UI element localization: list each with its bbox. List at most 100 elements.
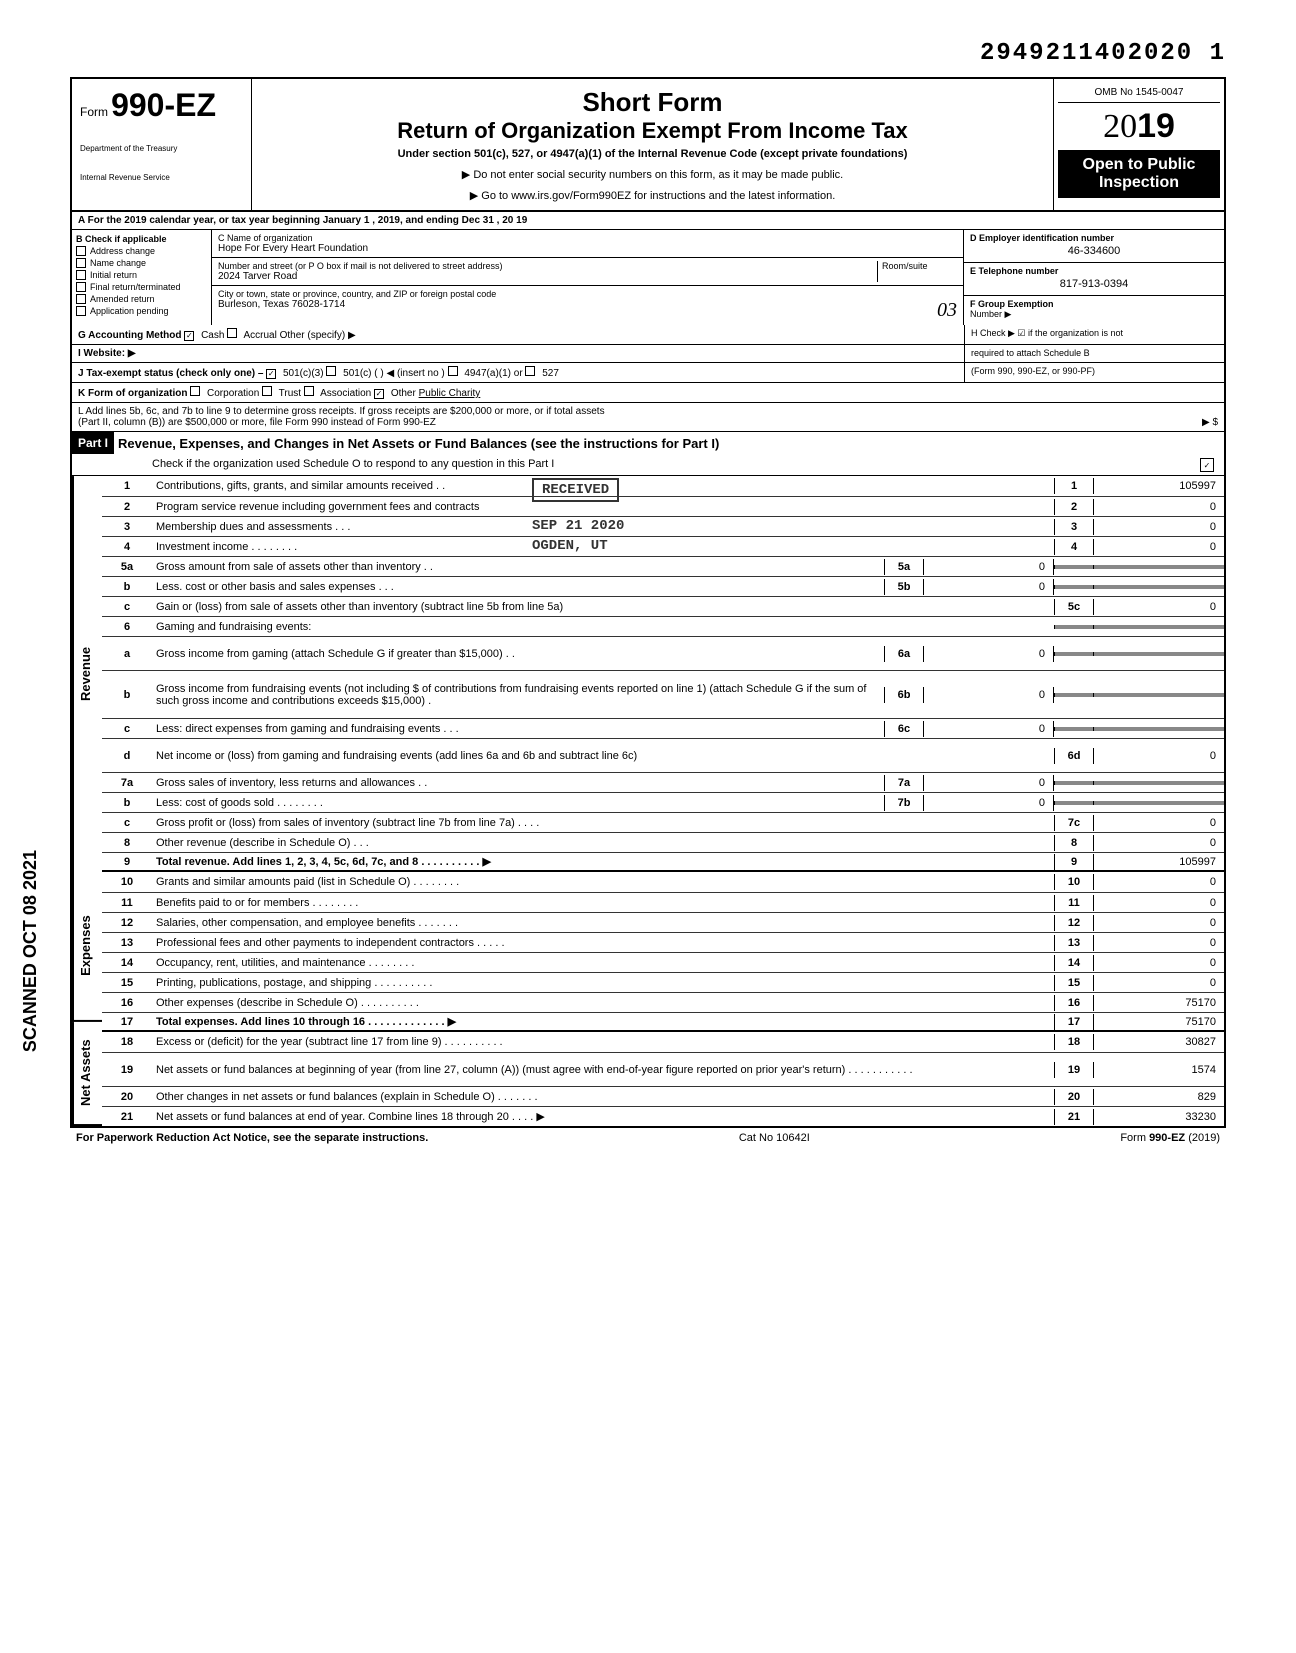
- row-a: A For the 2019 calendar year, or tax yea…: [72, 212, 1224, 230]
- checkbox-part1[interactable]: ✓: [1200, 458, 1214, 472]
- line-13: 13Professional fees and other payments t…: [102, 932, 1224, 952]
- line-1: 1Contributions, gifts, grants, and simil…: [102, 476, 1224, 496]
- scanned-stamp: SCANNED OCT 08 2021: [20, 850, 41, 1052]
- checkbox-icon[interactable]: [76, 270, 86, 280]
- checkbox-501c3[interactable]: ✓: [266, 369, 276, 379]
- form-label: Form: [80, 105, 108, 119]
- line-6d: dNet income or (loss) from gaming and fu…: [102, 738, 1224, 772]
- checkbox-icon[interactable]: [76, 282, 86, 292]
- side-revenue: Revenue: [72, 476, 102, 871]
- row-a-text: A For the 2019 calendar year, or tax yea…: [72, 212, 533, 229]
- col-c: C Name of organization Hope For Every He…: [212, 230, 964, 325]
- checkbox-cash[interactable]: ✓: [184, 331, 194, 341]
- part1-label: Part I: [72, 432, 114, 454]
- cb-pending: Application pending: [76, 306, 207, 316]
- part1-header: Part I Revenue, Expenses, and Changes in…: [72, 432, 1224, 455]
- row-l: L Add lines 5b, 6c, and 7b to line 9 to …: [72, 403, 1224, 432]
- stamp-received: RECEIVED: [532, 478, 619, 502]
- l-text2: (Part II, column (B)) are $500,000 or mo…: [78, 417, 436, 428]
- line-5b: bLess. cost or other basis and sales exp…: [102, 576, 1224, 596]
- line-19: 19Net assets or fund balances at beginni…: [102, 1052, 1224, 1086]
- room-label: Room/suite: [877, 261, 957, 282]
- cb-initial: Initial return: [76, 270, 207, 280]
- d-label: D Employer identification number: [970, 233, 1218, 243]
- checkbox-icon[interactable]: [76, 258, 86, 268]
- c-city-row: City or town, state or province, country…: [212, 286, 963, 325]
- phone: 817-913-0394: [970, 276, 1218, 292]
- e-label: E Telephone number: [970, 266, 1218, 276]
- ein: 46-334600: [970, 243, 1218, 259]
- checkbox-icon[interactable]: [76, 246, 86, 256]
- e-row: E Telephone number 817-913-0394: [964, 263, 1224, 296]
- k-row: K Form of organization Corporation Trust…: [72, 383, 486, 402]
- lines-col: RECEIVED SEP 21 2020 OGDEN, UT 1Contribu…: [102, 476, 1224, 1126]
- line-9: 9Total revenue. Add lines 1, 2, 3, 4, 5c…: [102, 852, 1224, 872]
- part1-check-text: Check if the organization used Schedule …: [152, 458, 554, 472]
- checkbox-icon[interactable]: [76, 306, 86, 316]
- checkbox-4947[interactable]: [448, 366, 458, 376]
- goto: ▶ Go to www.irs.gov/Form990EZ for instru…: [260, 189, 1045, 202]
- line-12: 12Salaries, other compensation, and empl…: [102, 912, 1224, 932]
- line-6: 6Gaming and fundraising events:: [102, 616, 1224, 636]
- line-10: 10Grants and similar amounts paid (list …: [102, 872, 1224, 892]
- c-city-label: City or town, state or province, country…: [218, 289, 957, 299]
- h-row2: required to attach Schedule B: [964, 345, 1224, 362]
- cb-final: Final return/terminated: [76, 282, 207, 292]
- checkbox-501c[interactable]: [326, 366, 336, 376]
- line-7c: cGross profit or (loss) from sales of in…: [102, 812, 1224, 832]
- stamp-ogden: OGDEN, UT: [532, 538, 608, 554]
- footer-left: For Paperwork Reduction Act Notice, see …: [76, 1132, 428, 1144]
- row-i: I Website: ▶ required to attach Schedule…: [72, 345, 1224, 363]
- checkbox-527[interactable]: [525, 366, 535, 376]
- b-label: B Check if applicable: [76, 234, 207, 244]
- line-4: 4Investment income . . . . . . . . 40: [102, 536, 1224, 556]
- side-expenses: Expenses: [72, 871, 102, 1022]
- form-container: Form 990-EZ Department of the Treasury I…: [70, 77, 1226, 1128]
- line-17: 17Total expenses. Add lines 10 through 1…: [102, 1012, 1224, 1032]
- form-id-box: Form 990-EZ Department of the Treasury I…: [72, 79, 252, 210]
- line-11: 11Benefits paid to or for members . . . …: [102, 892, 1224, 912]
- line-3: 3Membership dues and assessments . . . 3…: [102, 516, 1224, 536]
- g-row: G Accounting Method ✓ Cash Accrual Other…: [72, 325, 964, 344]
- line-14: 14Occupancy, rent, utilities, and mainte…: [102, 952, 1224, 972]
- checkbox-trust[interactable]: [262, 386, 272, 396]
- dept1: Department of the Treasury: [80, 144, 243, 153]
- line-7a: 7aGross sales of inventory, less returns…: [102, 772, 1224, 792]
- c-street-label: Number and street (or P O box if mail is…: [218, 261, 877, 271]
- line-21: 21Net assets or fund balances at end of …: [102, 1106, 1224, 1126]
- section-b: B Check if applicable Address change Nam…: [72, 230, 1224, 325]
- footer-right: Form 990-EZ (2019): [1120, 1132, 1220, 1144]
- f-label2: Number ▶: [970, 309, 1218, 320]
- form-number: 990-EZ: [111, 87, 216, 123]
- checkbox-corp[interactable]: [190, 386, 200, 396]
- handwritten-03: 03: [937, 299, 957, 322]
- line-16: 16Other expenses (describe in Schedule O…: [102, 992, 1224, 1012]
- checkbox-accrual[interactable]: [227, 328, 237, 338]
- year: 20201919: [1058, 103, 1220, 150]
- checkbox-icon[interactable]: [76, 294, 86, 304]
- side-col: Revenue Expenses Net Assets: [72, 476, 102, 1126]
- stamp-date: SEP 21 2020: [532, 518, 624, 534]
- l-text: L Add lines 5b, 6c, and 7b to line 9 to …: [78, 406, 1218, 417]
- f-label: F Group Exemption: [970, 299, 1218, 309]
- cb-address: Address change: [76, 246, 207, 256]
- f-row: F Group Exemption Number ▶: [964, 296, 1224, 323]
- footer-mid: Cat No 10642I: [739, 1132, 810, 1144]
- title-box: Short Form Return of Organization Exempt…: [252, 79, 1054, 210]
- row-j: J Tax-exempt status (check only one) – ✓…: [72, 363, 1224, 383]
- i-label: I Website: ▶: [72, 345, 964, 362]
- side-netassets: Net Assets: [72, 1022, 102, 1126]
- line-7b: bLess: cost of goods sold . . . . . . . …: [102, 792, 1224, 812]
- checkbox-other[interactable]: ✓: [374, 389, 384, 399]
- cb-amended: Amended return: [76, 294, 207, 304]
- org-name: Hope For Every Heart Foundation: [218, 243, 957, 254]
- line-6b: bGross income from fundraising events (n…: [102, 670, 1224, 718]
- line-5c: cGain or (loss) from sale of assets othe…: [102, 596, 1224, 616]
- checkbox-assoc[interactable]: [304, 386, 314, 396]
- h-row: H Check ▶ ☑ if the organization is not: [964, 325, 1224, 344]
- open-public: Open to Public Inspection: [1058, 150, 1220, 198]
- warning: ▶ Do not enter social security numbers o…: [260, 168, 1045, 181]
- c-name-row: C Name of organization Hope For Every He…: [212, 230, 963, 258]
- c-label: C Name of organization: [218, 233, 957, 243]
- j-row: J Tax-exempt status (check only one) – ✓…: [72, 363, 964, 382]
